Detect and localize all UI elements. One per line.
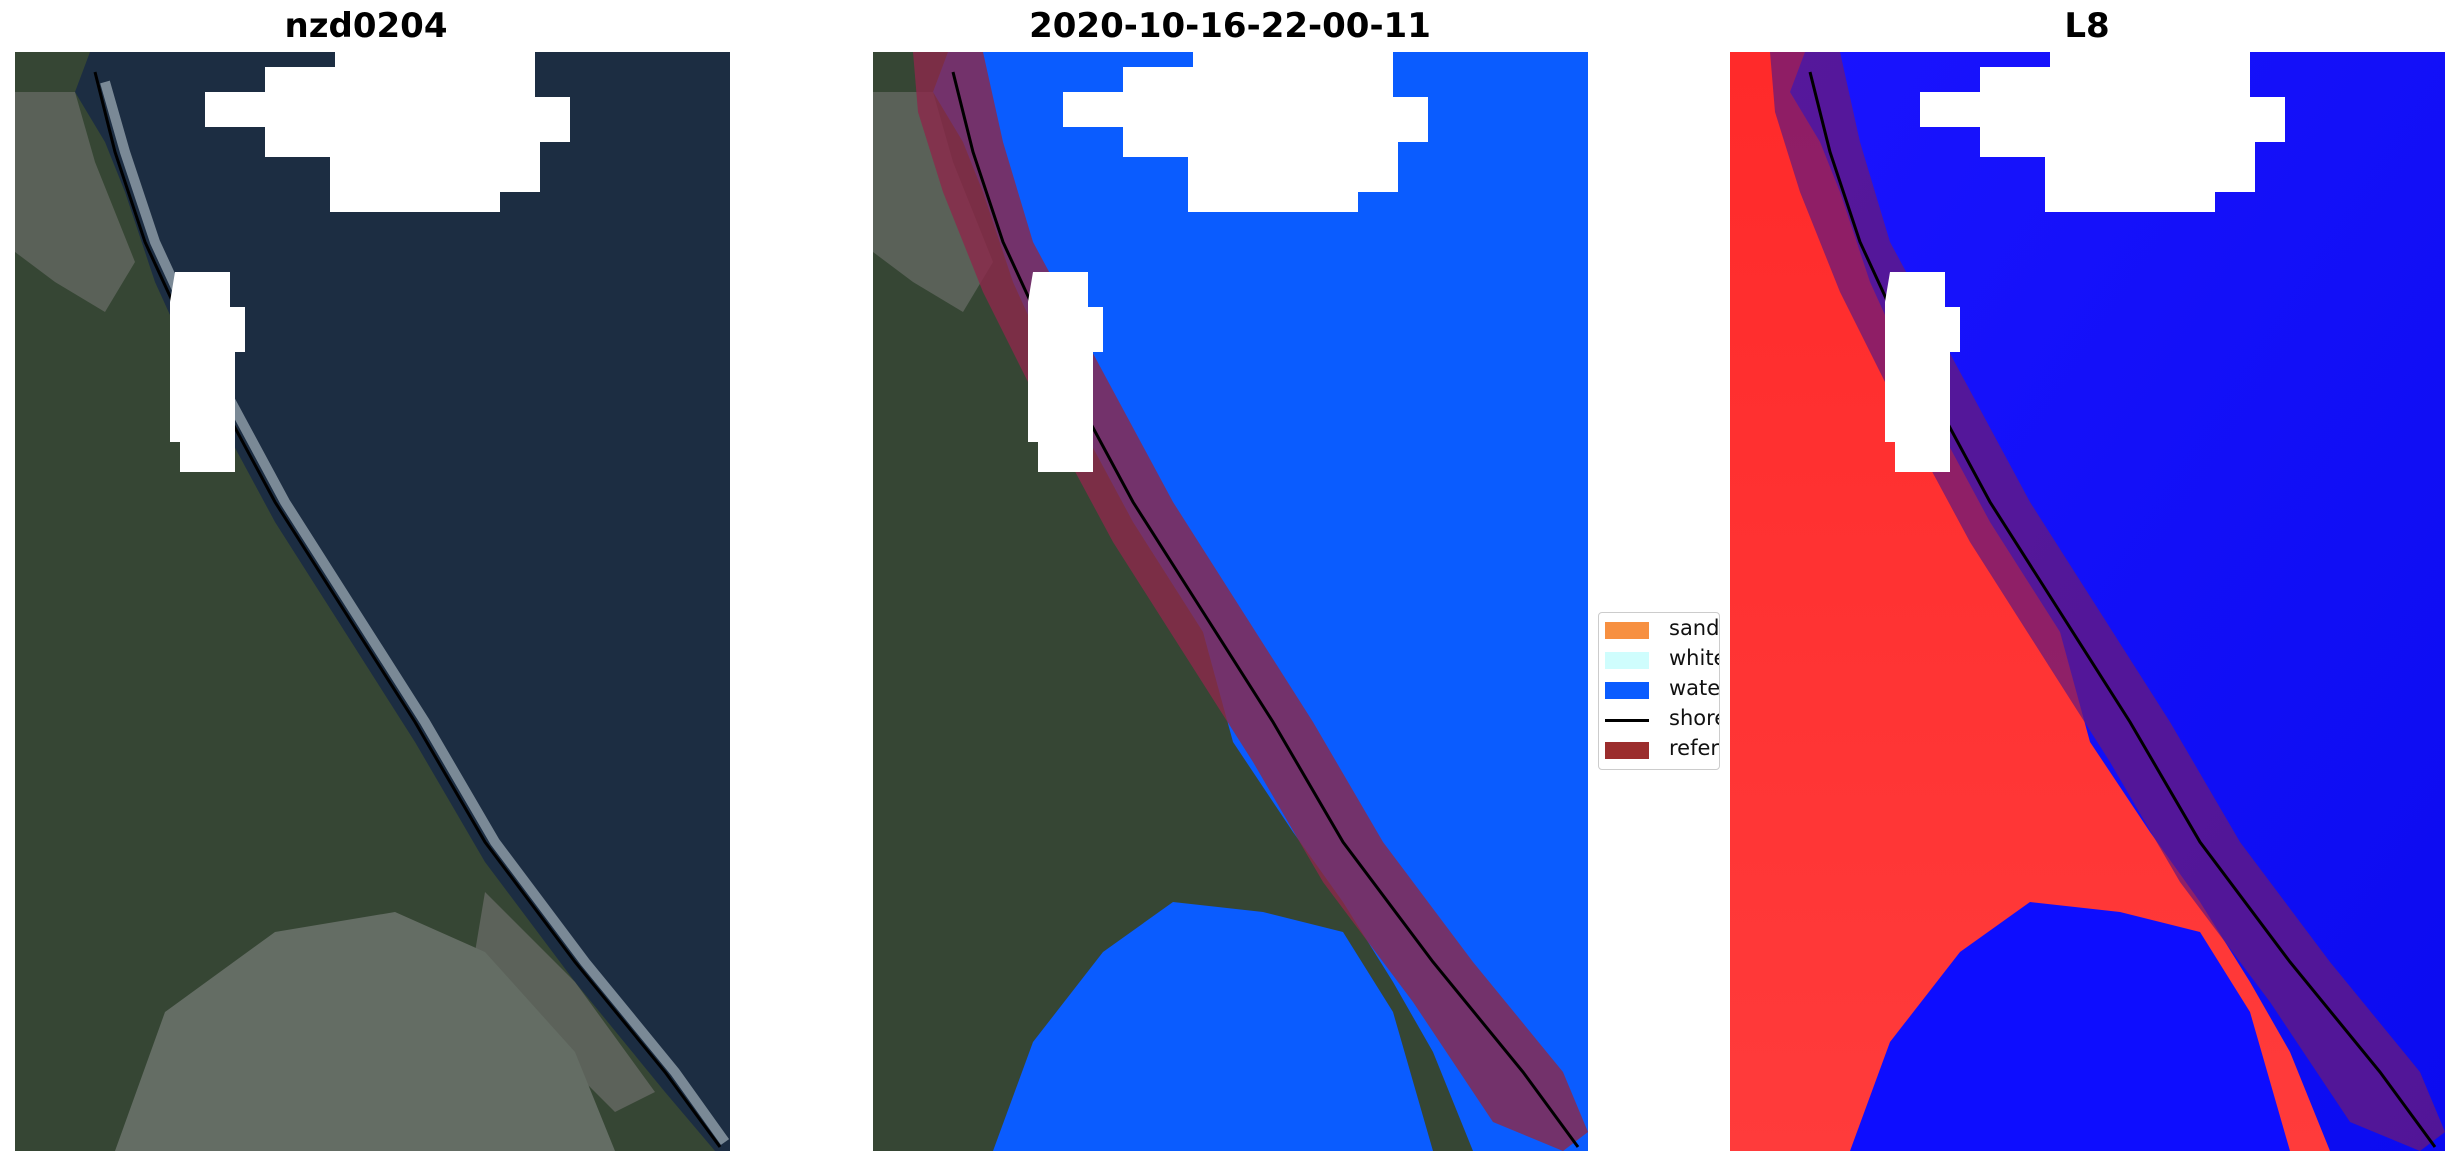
legend-label-water: water	[1669, 676, 1720, 700]
classification-image	[873, 52, 1588, 1151]
urban-area-south	[475, 892, 655, 1112]
shoreline-line	[951, 71, 1580, 1148]
legend: sand whitew water shorel referer	[1598, 612, 1720, 770]
legend-item-sand: sand	[1605, 616, 1720, 640]
reference-swatch	[1605, 742, 1649, 759]
legend-label-sand: sand	[1669, 616, 1720, 640]
whitewater-swatch	[1605, 652, 1649, 669]
cloud-mask-middle	[1885, 272, 1960, 472]
legend-item-water: water	[1605, 676, 1720, 700]
panel-title-classification: 2020-10-16-22-00-11	[1029, 6, 1431, 46]
cloud-mask-middle	[1028, 272, 1103, 472]
classification-panel	[873, 52, 1588, 1151]
legend-item-shoreline: shorel	[1605, 706, 1719, 730]
index-panel	[1730, 52, 2445, 1151]
surf-zone	[100, 80, 730, 1145]
index-image	[1730, 52, 2445, 1151]
mudflat-area	[115, 912, 615, 1151]
legend-item-whitewater: whitew	[1605, 646, 1719, 670]
cloud-mask-top	[1063, 52, 1428, 212]
rgb-satellite-image	[15, 52, 730, 1151]
lagoon-water	[993, 902, 1433, 1151]
water-swatch	[1605, 682, 1649, 699]
cloud-mask-middle	[170, 272, 245, 472]
sand-swatch	[1605, 622, 1649, 639]
urban-area	[15, 92, 135, 312]
legend-label-reference: referer	[1669, 736, 1719, 760]
panel-title-index: L8	[2064, 6, 2110, 46]
legend-item-reference: referer	[1605, 736, 1719, 760]
rgb-satellite-panel	[15, 52, 730, 1151]
urban-area	[873, 92, 993, 312]
legend-label-whitewater: whitew	[1669, 646, 1719, 670]
land-area	[15, 52, 715, 1151]
cloud-mask-top	[1920, 52, 2285, 212]
shoreline-line	[1808, 71, 2437, 1148]
panel-title-rgb: nzd0204	[284, 6, 448, 46]
reference-shoreline-buffer	[913, 52, 1588, 1151]
lagoon-index-water	[1850, 902, 2290, 1151]
legend-label-shoreline: shorel	[1669, 706, 1719, 730]
cloud-mask-top	[205, 52, 570, 212]
shoreline-swatch	[1605, 719, 1649, 722]
shoreline-line	[93, 71, 722, 1148]
reference-shoreline-buffer	[1770, 52, 2445, 1151]
